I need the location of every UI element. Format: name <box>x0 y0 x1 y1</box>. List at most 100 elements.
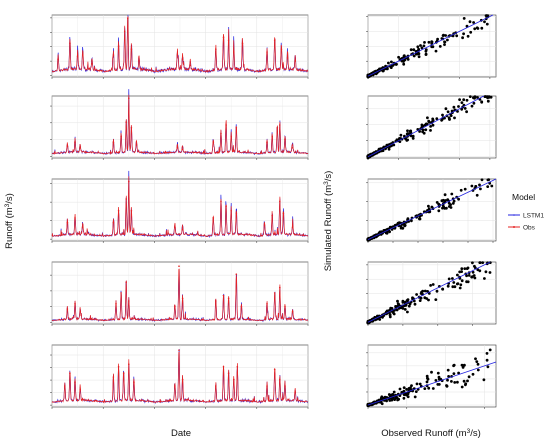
scatter-point <box>487 95 491 99</box>
scatter-point <box>395 308 399 312</box>
scatter-point <box>400 390 404 394</box>
scatter-point <box>474 185 478 188</box>
obs-point <box>130 127 133 129</box>
scatter-point <box>423 387 427 390</box>
scatter-point <box>399 133 403 137</box>
scatter-point <box>478 261 482 264</box>
obs-point <box>212 217 215 219</box>
scatter-point <box>434 49 438 53</box>
scatter-point <box>431 45 435 49</box>
scatter-point <box>456 380 459 384</box>
scatter-point <box>438 45 442 48</box>
scatter-point <box>451 202 455 205</box>
scatter-point <box>426 376 429 380</box>
scatter-point <box>453 116 456 120</box>
obs-point <box>117 210 120 212</box>
scatter-point <box>440 118 444 121</box>
scatter-point <box>419 44 422 47</box>
scatter-point <box>388 315 392 319</box>
obs-point <box>294 60 297 62</box>
scatter-point <box>427 386 431 390</box>
obs-point <box>64 385 66 387</box>
scatter-point <box>406 310 409 314</box>
scatter-point <box>437 383 441 386</box>
reference-line <box>367 14 494 77</box>
scatter-point <box>465 274 468 278</box>
obs-point <box>280 48 283 50</box>
reference-line <box>367 178 497 240</box>
scatter-point <box>458 270 462 274</box>
scatter-point <box>450 192 454 196</box>
obs-point <box>230 210 232 212</box>
obs-point <box>66 308 69 310</box>
obs-point <box>181 148 184 151</box>
obs-point <box>284 305 286 308</box>
scatter-point <box>400 59 404 63</box>
obs-point <box>215 300 217 302</box>
scatter-point <box>441 34 445 37</box>
scatter-point <box>387 147 391 151</box>
scatter-point <box>464 383 467 387</box>
scatter-point <box>480 100 484 104</box>
scatter-point <box>467 375 471 379</box>
obs-point <box>215 48 217 50</box>
scatter-point <box>466 379 469 383</box>
scatter-point <box>389 66 393 69</box>
scatter-point <box>390 60 393 64</box>
obs-point <box>174 226 176 229</box>
obs-point <box>225 205 227 207</box>
scatter-panel-ganjiang <box>366 14 497 79</box>
scatter-point <box>457 197 460 201</box>
scatter-point <box>482 378 486 382</box>
obs-point <box>294 391 297 394</box>
obs-points <box>66 265 294 313</box>
obs-points <box>66 180 294 231</box>
scatter-point <box>413 395 417 399</box>
scatter-point <box>460 107 464 111</box>
scatter-point <box>415 52 419 56</box>
scatter-point <box>431 387 435 390</box>
obs-point <box>178 265 180 268</box>
obs-point <box>66 221 69 224</box>
legend-label-lstm1: LSTM1 <box>523 213 544 220</box>
scatter-point <box>447 375 450 378</box>
timeseries-panel-ganjiang <box>50 14 309 79</box>
series-line-obs <box>51 94 309 155</box>
scatter-point <box>462 379 466 383</box>
obs-point <box>273 368 276 371</box>
obs-point <box>227 39 230 42</box>
scatter-point <box>402 389 406 393</box>
scatter-point <box>421 289 425 293</box>
scatter-point <box>380 395 384 399</box>
scatter-point <box>402 396 406 400</box>
scatter-point <box>443 40 446 44</box>
obs-point <box>284 385 286 387</box>
obs-point <box>230 135 232 138</box>
obs-point <box>128 300 130 302</box>
obs-point <box>122 372 125 375</box>
obs-point <box>76 55 79 58</box>
scatter-point <box>411 134 415 138</box>
obs-point <box>74 141 76 143</box>
scatter-point <box>431 283 435 286</box>
obs-point <box>291 226 294 229</box>
obs-point <box>135 144 138 146</box>
scatter-point <box>436 371 440 375</box>
scatter-point <box>420 46 424 50</box>
scatter-point <box>385 231 389 235</box>
obs-point <box>291 310 294 313</box>
scatter-point <box>466 280 470 284</box>
obs-point <box>212 141 215 143</box>
scatter-point <box>486 99 490 103</box>
scatter-point <box>488 271 492 274</box>
scatter-point <box>452 199 456 203</box>
scatter-point <box>441 287 444 291</box>
scatter-point <box>444 34 447 37</box>
scatter-point <box>410 219 413 223</box>
scatter-point <box>394 63 398 66</box>
scatter-point <box>475 360 479 363</box>
reference-line <box>367 361 497 406</box>
scatter-point <box>387 61 390 65</box>
scatter-point <box>452 105 456 109</box>
scatter-point <box>463 267 467 270</box>
